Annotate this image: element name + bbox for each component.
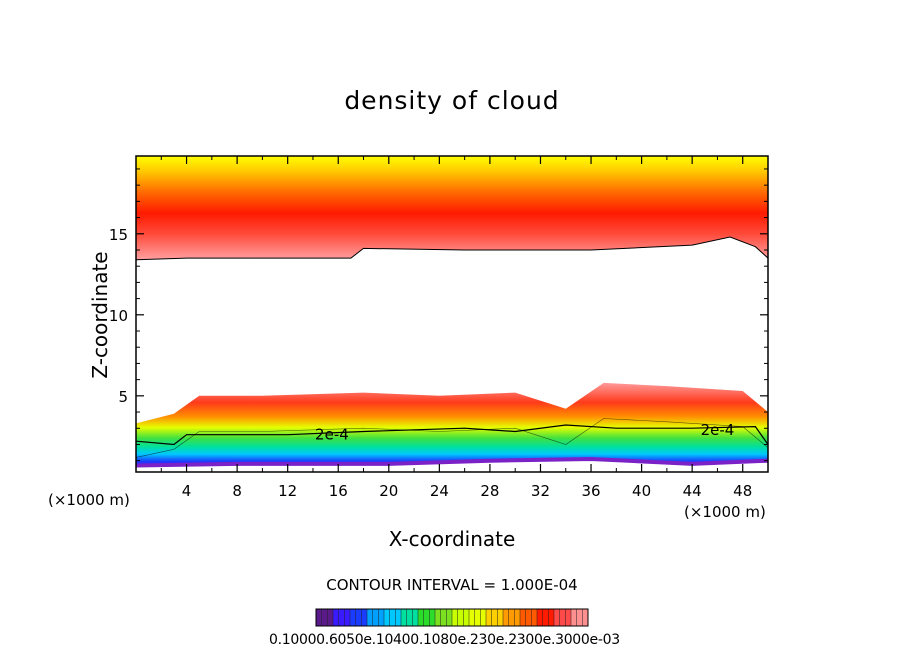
colorbar-cell [463,609,470,626]
colorbar-cell [361,609,368,626]
x-tick-label-36: 36 [581,482,600,500]
colorbar-cell [423,609,430,626]
x-axis-label-text: X-coordinate [388,527,516,551]
colorbar-cell [435,609,442,626]
colorbar-cell [344,609,351,626]
y-tick-label-10: 10 [109,307,128,325]
x-tick-label-8: 8 [232,482,242,500]
colorbar-cell [440,609,447,626]
colorbar-cell [520,609,527,626]
colorbar-cell [384,609,391,626]
x-tick-label-24: 24 [430,482,449,500]
x-tick-label-4: 4 [182,482,192,500]
colorbar-cell [378,609,385,626]
x-tick-label-40: 40 [632,482,651,500]
contour-2e-4-line [136,424,768,446]
colorbar-cell [491,609,498,626]
colorbar-cell [571,609,578,626]
colorbar-cell [565,609,572,626]
y-tick-label-15: 15 [109,226,128,244]
colorbar-cell [446,609,453,626]
colorbar-cell [389,609,396,626]
plot-frame [135,155,769,473]
x-tick-label-44: 44 [683,482,702,500]
x-tick-label-12: 12 [278,482,297,500]
y-tick-label-5: 5 [118,388,128,406]
colorbar-cell [576,609,583,626]
colorbar-cell [480,609,487,626]
contour-interval-text: CONTOUR INTERVAL = 1.000E-04 [326,576,578,594]
colorbar-cell [395,609,402,626]
contour-label-1: 2e-4 [701,421,735,439]
colorbar-cell [514,609,521,626]
colorbar-cell [333,609,340,626]
colorbar-cell [350,609,357,626]
colorbar [315,608,589,627]
x-unit-right: (×1000 m) [684,503,766,521]
colorbar-cell [355,609,362,626]
x-tick-label-48: 48 [733,482,752,500]
contour-label-0: 2e-4 [315,426,349,444]
lower-layer-clear-base [136,459,768,472]
colorbar-cell [327,609,334,626]
upper-cloud-layer [136,156,768,260]
x-axis-label: X-coordinate [0,527,904,551]
colorbar-cell [401,609,408,626]
colorbar-cell [406,609,413,626]
x-tick-label-32: 32 [531,482,550,500]
colorbar-cell [321,609,328,626]
colorbar-cell [316,609,323,626]
lower-layer-base-edge [136,456,768,468]
x-tick-label-16: 16 [329,482,348,500]
x-unit-left: (×1000 m) [48,491,130,509]
colorbar-cell [503,609,510,626]
colorbar-frame [315,608,589,627]
colorbar-cell [457,609,464,626]
colorbar-cell [559,609,566,626]
colorbar-cell [542,609,549,626]
colorbar-cell [537,609,544,626]
colorbar-cell [469,609,476,626]
colorbar-cell [412,609,419,626]
x-tick-label-28: 28 [480,482,499,500]
colorbar-cell [525,609,532,626]
chart-title: density of cloud [344,86,560,115]
colorbar-cell [338,609,345,626]
colorbar-cell [418,609,425,626]
colorbar-cell [486,609,493,626]
colorbar-labels: 0.10000.6050e.10400.1080e.230e.2300e.300… [269,632,620,648]
colorbar-cell [452,609,459,626]
colorbar-cell [508,609,515,626]
contour-inner-line [136,418,768,458]
colorbar-cell [531,609,538,626]
colorbar-cell [582,609,589,626]
lower-cloud-layer [136,382,768,472]
colorbar-cell [548,609,555,626]
colorbar-cell [554,609,561,626]
colorbar-cell [372,609,379,626]
colorbar-cell [429,609,436,626]
colorbar-cell [474,609,481,626]
upper-layer-contour [136,236,768,261]
x-tick-label-20: 20 [379,482,398,500]
colorbar-cell [367,609,374,626]
colorbar-cell [497,609,504,626]
